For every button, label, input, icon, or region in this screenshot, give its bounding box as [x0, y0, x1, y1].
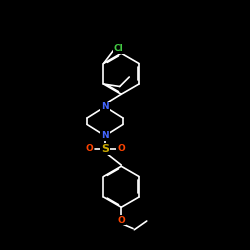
Text: N: N — [101, 102, 109, 111]
Text: O: O — [118, 216, 125, 225]
Text: N: N — [101, 131, 109, 140]
Text: O: O — [117, 144, 125, 153]
Text: O: O — [85, 144, 93, 153]
Text: Cl: Cl — [114, 44, 123, 53]
Text: S: S — [101, 144, 109, 154]
